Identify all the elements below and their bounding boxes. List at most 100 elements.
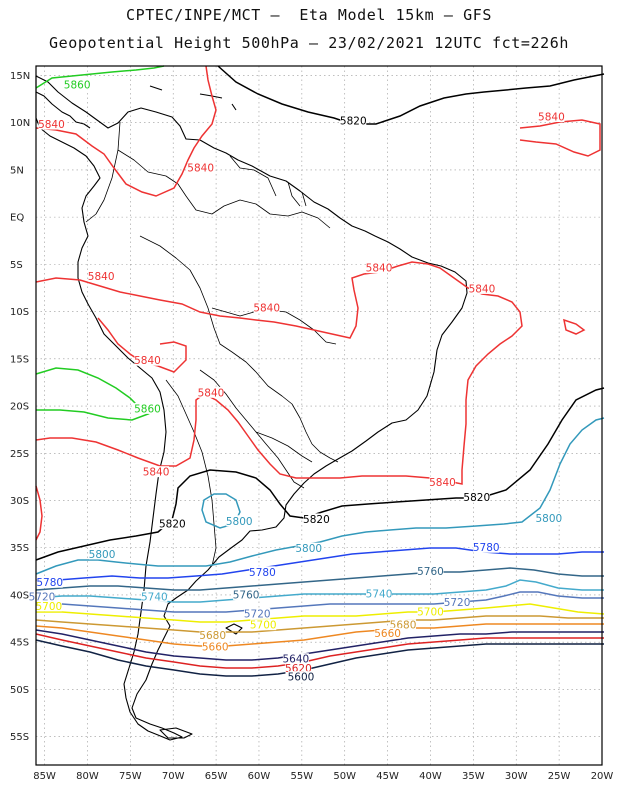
contour-label-bg [143,466,170,478]
lat-tick-label: EQ [10,213,24,224]
lon-tick-label: 80W [76,771,99,782]
contour-label-bg [226,515,253,527]
contour-label: 5700 [250,620,277,632]
contour-label: 5720 [444,597,471,609]
lon-tick-label: 55W [291,771,314,782]
contour-label-bg [538,111,565,123]
contour-label-bg [134,354,161,366]
contour-5700 [36,603,605,623]
contour-label-bg [282,653,309,665]
contour-label: 5760 [233,589,260,601]
contour-label: 5840 [253,302,280,314]
lon-tick-label: 50W [333,771,356,782]
contour-label: 5740 [366,589,393,601]
contour-5720 [36,591,604,613]
contour-5840-bolivia [97,317,187,373]
south-america-coastline [35,75,468,741]
contour-label-bg [199,629,226,641]
contour-label-bg [35,600,62,612]
contour-5780 [36,547,604,581]
contour-label-bg [417,605,444,617]
country-borders [85,121,339,567]
lat-tick-label: 15N [10,71,30,82]
contour-label-bg [89,548,116,560]
contour-label: 5840 [134,355,161,367]
lat-tick-label: 55S [10,732,29,743]
contour-label: 5800 [535,513,562,525]
caribbean-islands [149,85,237,111]
contour-label-bg [249,566,276,578]
tierra-del-fuego [159,727,193,739]
height-contours [35,65,605,677]
contour-5640 [35,629,604,661]
lon-tick-label: 20W [591,771,614,782]
contour-label: 5800 [226,516,253,528]
contour-label: 5720 [244,608,271,620]
contour-5620 [35,633,604,669]
contour-label: 5700 [35,601,62,613]
contour-label: 5800 [295,543,322,555]
contour-label-bg [250,619,277,631]
lat-tick-label: 10N [10,118,30,129]
contour-label-bg [366,262,393,274]
contour-labels: 5860 5840 5820 5840 5840 5840 5840 5840 5840 5840… [29,78,565,684]
contour-label-bg [340,114,367,126]
contour-5860-north [35,65,165,89]
contour-label: 5600 [288,672,315,684]
axis-ticks: 15N10N5NEQ5S10S15S20S25S30S35S40S45S50S5… [10,71,613,782]
contour-label: 5840 [469,283,496,295]
contour-label-bg [141,590,168,602]
contour-5800 [35,417,605,575]
contour-label: 5820 [463,492,490,504]
lon-tick-label: 70W [162,771,185,782]
contour-label-bg [233,588,260,600]
contour-label-bg [29,590,56,602]
contour-label-bg [197,386,224,398]
contour-5760 [35,567,604,591]
coastlines-and-borders [35,75,468,741]
contour-label: 5820 [159,519,186,531]
contour-label: 5680 [199,630,226,642]
lat-tick-label: 35S [10,543,29,554]
contour-label-bg [38,118,65,130]
contour-label-bg [473,541,500,553]
lat-tick-label: 50S [10,685,29,696]
contour-label: 5760 [417,566,444,578]
contour-label: 5800 [89,549,116,561]
contour-5840-patches [35,318,586,541]
map-frame [35,65,603,766]
contour-label: 5780 [36,577,63,589]
lat-tick-label: 5N [10,165,24,176]
contour-label-bg [285,662,312,674]
contour-label: 5820 [303,514,330,526]
contour-label-bg [244,607,271,619]
contour-label-bg [535,512,562,524]
contour-label-bg [88,270,115,282]
contour-5600 [35,639,604,677]
contour-label-bg [36,576,63,588]
lat-tick-label: 10S [10,307,29,318]
contour-label-bg [429,476,456,488]
contour-label-bg [187,162,214,174]
chart-title-block: CPTEC/INPE/MCT – Eta Model 15km – GFS Ge… [0,0,618,66]
contour-label: 5840 [88,271,115,283]
contour-label: 5860 [134,403,161,415]
lon-tick-label: 75W [119,771,142,782]
contour-label: 5840 [198,387,225,399]
contour-label: 5740 [141,591,168,603]
contour-label-bg [202,640,229,652]
contour-label-bg [463,491,490,503]
lat-tick-label: 25S [10,449,29,460]
contour-label: 5840 [429,477,456,489]
contour-label: 5660 [202,641,229,653]
contour-label: 5840 [366,263,393,275]
lon-tick-label: 85W [33,771,56,782]
lat-tick-label: 15S [10,354,29,365]
contour-label: 5820 [340,115,367,127]
contour-label-bg [295,542,322,554]
contour-label-bg [444,596,471,608]
lat-tick-label: 40S [10,590,29,601]
contour-5840-caribbean [35,65,217,197]
lat-tick-label: 5S [10,260,23,271]
